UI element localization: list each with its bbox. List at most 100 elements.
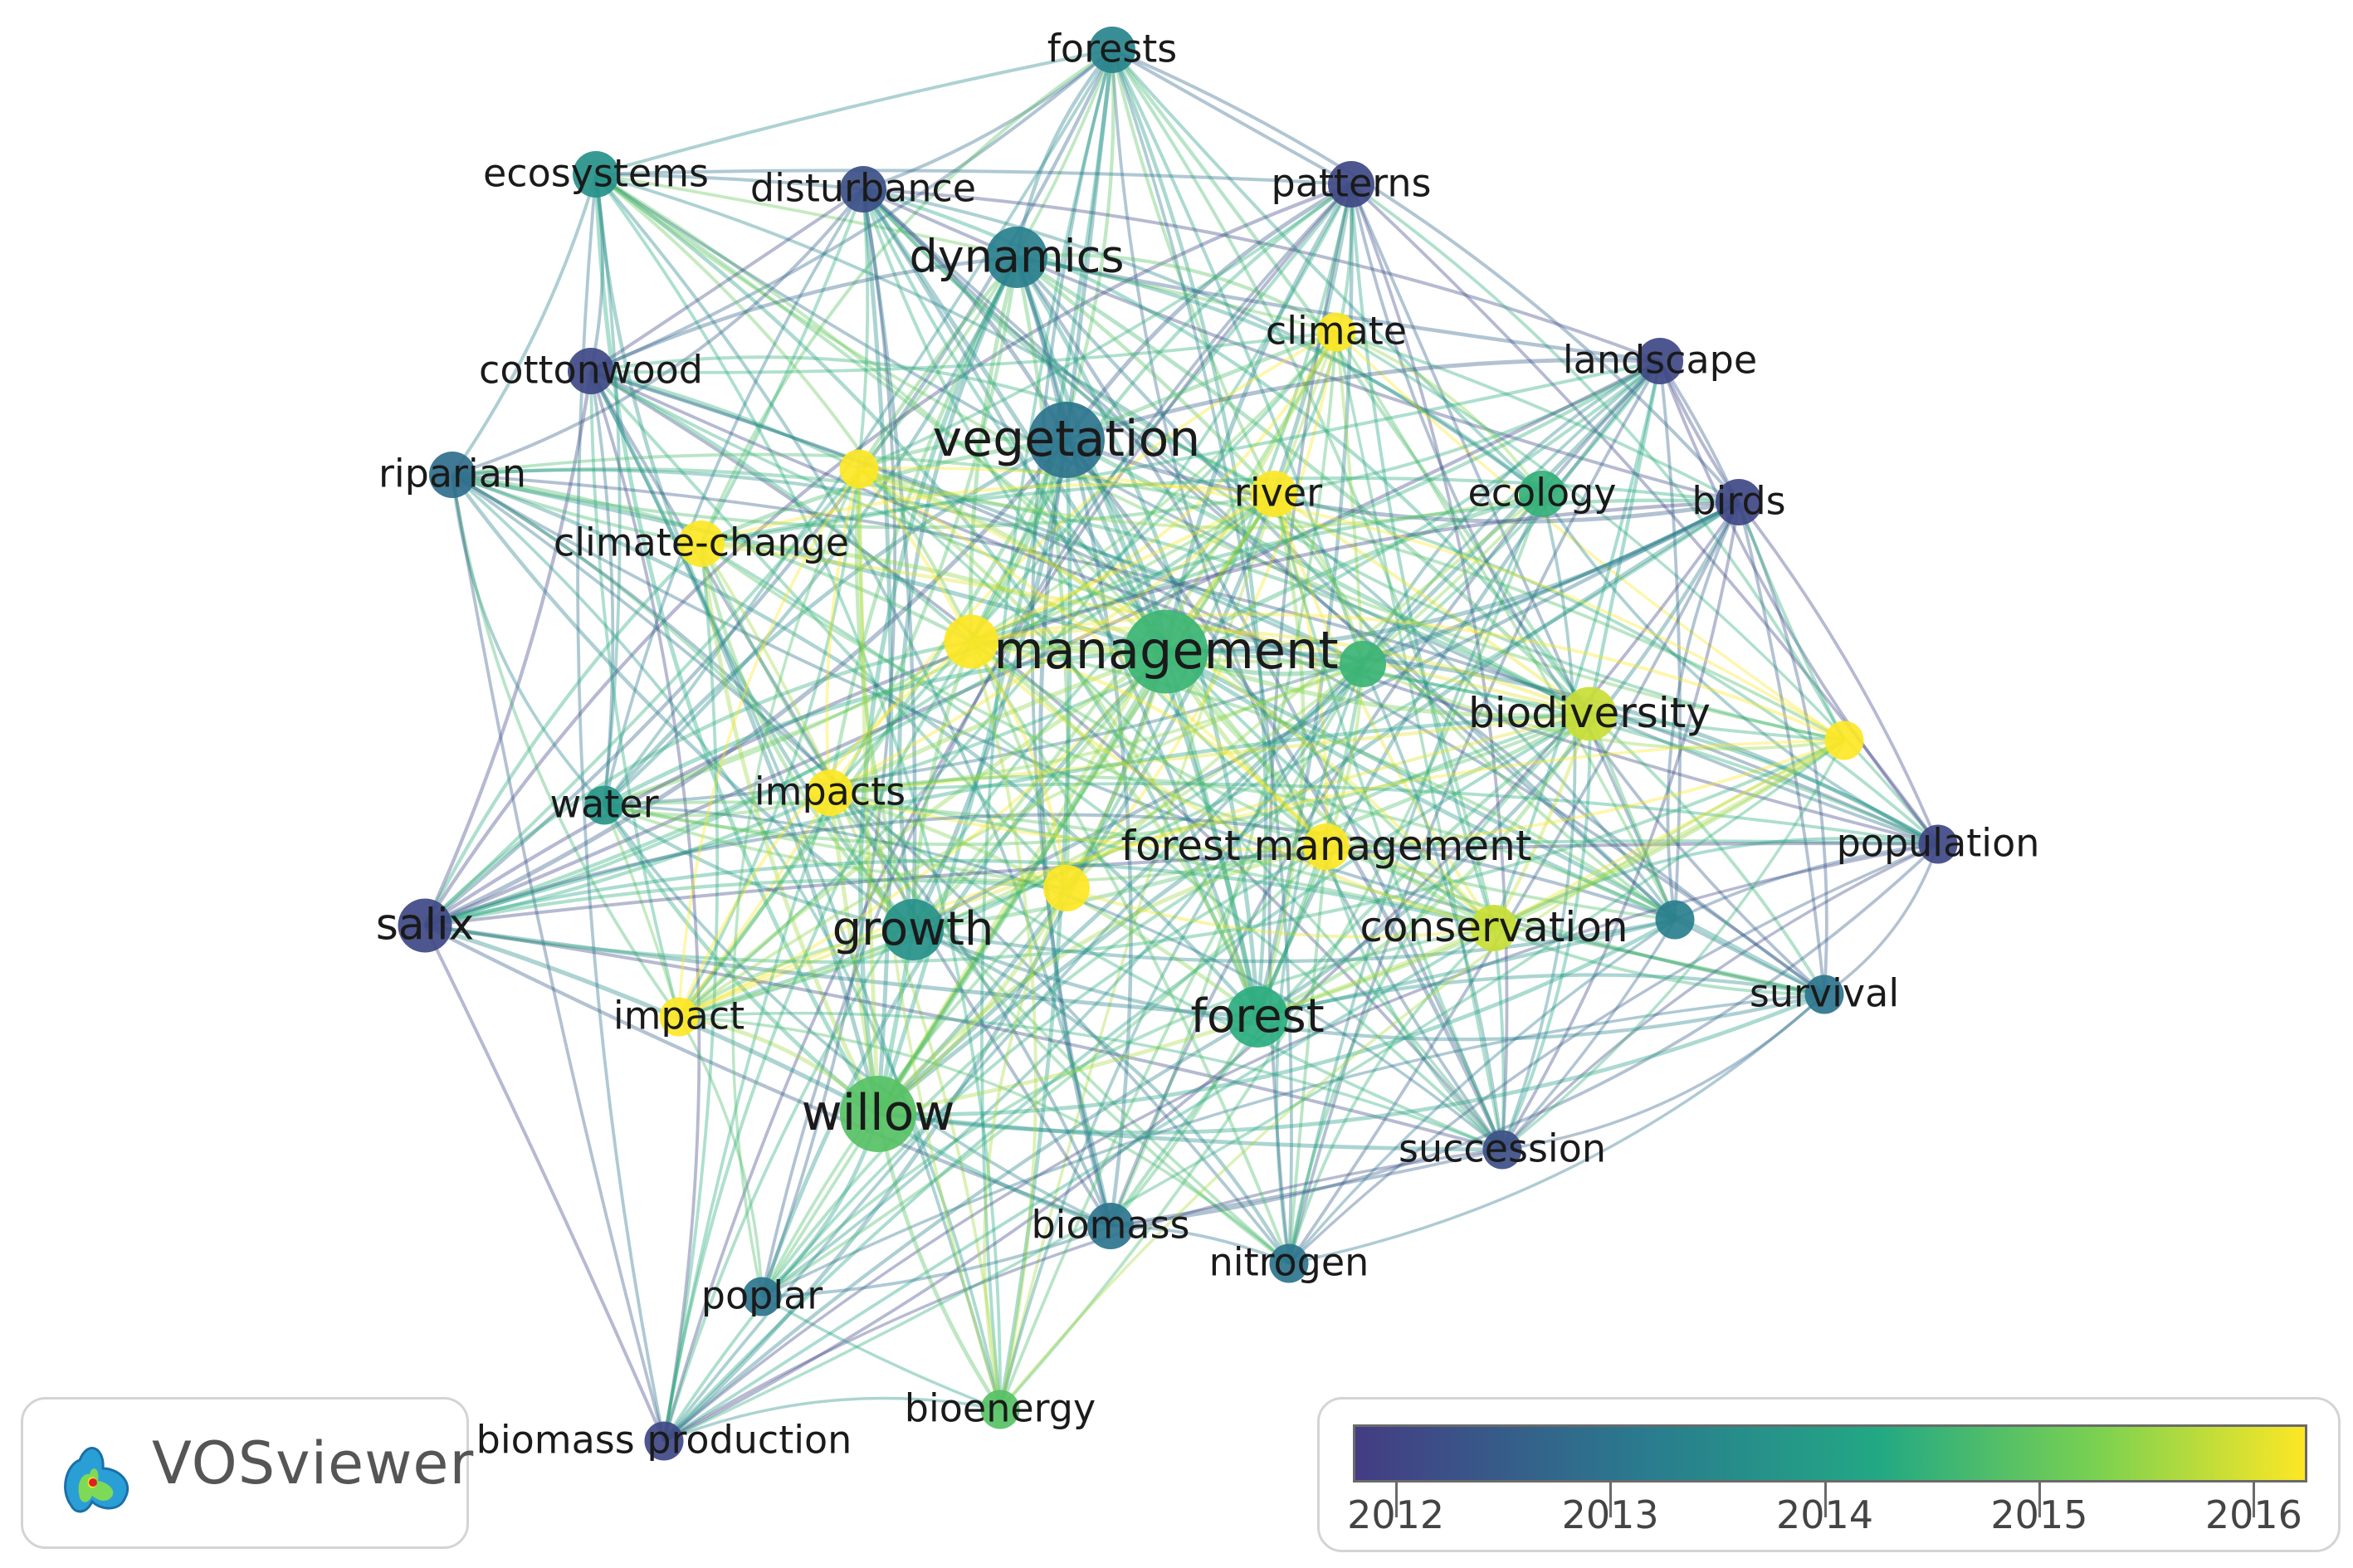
- label-biomass[interactable]: biomass: [1031, 1203, 1189, 1248]
- node-climate-change[interactable]: [678, 520, 725, 567]
- label-cottonwood[interactable]: cottonwood: [479, 348, 703, 393]
- node-u6[interactable]: [1655, 900, 1695, 940]
- link-willow-u6: [877, 917, 1677, 1117]
- node-poplar[interactable]: [742, 1277, 782, 1316]
- node-disturbance[interactable]: [840, 166, 886, 212]
- link-forest-survival: [1257, 973, 1825, 1019]
- node-dynamics[interactable]: [986, 227, 1047, 288]
- node-growth[interactable]: [882, 899, 944, 960]
- link-disturbance-survival: [862, 188, 1826, 996]
- node-vegetation[interactable]: [1028, 402, 1105, 478]
- node-impact[interactable]: [659, 997, 699, 1037]
- label-forest[interactable]: forest: [1190, 989, 1324, 1043]
- node-willow[interactable]: [840, 1076, 916, 1152]
- node-water[interactable]: [584, 785, 624, 825]
- node-salix[interactable]: [398, 898, 452, 953]
- link-forests-nitrogen: [1111, 49, 1293, 1264]
- legend-tick-label: 2016: [2204, 1492, 2302, 1537]
- link-cottonwood-willow: [588, 369, 881, 1115]
- node-birds[interactable]: [1716, 479, 1762, 525]
- label-conservation[interactable]: conservation: [1360, 903, 1628, 951]
- label-birds[interactable]: birds: [1692, 479, 1785, 524]
- node-landscape[interactable]: [1637, 338, 1683, 384]
- label-population[interactable]: population: [1837, 821, 2040, 866]
- node-u1[interactable]: [839, 449, 879, 489]
- label-patterns[interactable]: patterns: [1272, 161, 1432, 206]
- link-willow-bioenergy: [876, 1113, 1003, 1411]
- node-survival[interactable]: [1804, 975, 1844, 1014]
- node-population[interactable]: [1918, 824, 1958, 864]
- label-forest-management[interactable]: forest management: [1121, 822, 1532, 870]
- label-impacts[interactable]: impacts: [754, 769, 906, 814]
- node-succession[interactable]: [1482, 1130, 1522, 1170]
- link-cottonwood-u5: [589, 369, 1068, 890]
- label-willow[interactable]: willow: [802, 1084, 955, 1142]
- link-cottonwood-population: [590, 369, 1939, 846]
- node-biodiversity[interactable]: [1562, 686, 1617, 741]
- link-conservation-biomass-production: [662, 926, 1495, 1443]
- node-conservation[interactable]: [1471, 905, 1517, 951]
- label-survival[interactable]: survival: [1750, 971, 1899, 1016]
- link-dynamics-climate: [1016, 253, 1338, 334]
- node-bioenergy[interactable]: [980, 1390, 1020, 1429]
- link-climate-willow: [876, 330, 1339, 1116]
- node-management[interactable]: [1124, 609, 1208, 694]
- node-cottonwood[interactable]: [568, 348, 614, 394]
- link-vegetation-birds: [1066, 437, 1740, 524]
- node-biomass-production[interactable]: [644, 1421, 684, 1461]
- label-biomass-production[interactable]: biomass production: [476, 1418, 852, 1463]
- node-u2[interactable]: [944, 614, 998, 669]
- link-forests-disturbance: [862, 48, 1114, 191]
- legend-tick-mark: [2038, 1483, 2041, 1517]
- node-biomass[interactable]: [1087, 1203, 1134, 1249]
- link-management-population: [1165, 648, 1940, 847]
- label-disturbance[interactable]: disturbance: [750, 166, 976, 211]
- label-management[interactable]: management: [993, 620, 1338, 681]
- link-forest-management-conservation: [1325, 845, 1496, 930]
- node-ecosystems[interactable]: [573, 151, 619, 198]
- node-riparian[interactable]: [429, 452, 476, 498]
- link-patterns-u2: [969, 183, 1353, 642]
- label-nitrogen[interactable]: nitrogen: [1209, 1240, 1369, 1285]
- label-ecosystems[interactable]: ecosystems: [483, 151, 709, 196]
- label-riparian[interactable]: riparian: [378, 452, 526, 496]
- label-dynamics[interactable]: dynamics: [910, 230, 1125, 282]
- node-u5[interactable]: [1043, 865, 1090, 911]
- label-poplar[interactable]: poplar: [701, 1273, 823, 1318]
- label-climate[interactable]: climate: [1266, 309, 1407, 354]
- node-u3[interactable]: [1340, 641, 1386, 687]
- link-biodiversity-population: [1589, 712, 1940, 846]
- link-disturbance-willow: [861, 188, 894, 1115]
- label-ecology[interactable]: ecology: [1467, 471, 1616, 515]
- link-forests-u2: [969, 49, 1115, 643]
- label-growth[interactable]: growth: [832, 902, 994, 956]
- node-forests[interactable]: [1089, 27, 1135, 73]
- node-nitrogen[interactable]: [1269, 1243, 1309, 1283]
- node-forest[interactable]: [1227, 986, 1288, 1048]
- label-impact[interactable]: impact: [613, 994, 744, 1038]
- label-forests[interactable]: forests: [1047, 27, 1178, 71]
- node-ecology[interactable]: [1519, 471, 1565, 517]
- link-biodiversity-salix: [424, 711, 1590, 928]
- node-river[interactable]: [1251, 471, 1297, 517]
- label-bioenergy[interactable]: bioenergy: [905, 1386, 1096, 1431]
- node-impacts[interactable]: [807, 769, 853, 816]
- node-forest-management[interactable]: [1303, 823, 1350, 870]
- label-landscape[interactable]: landscape: [1563, 338, 1757, 383]
- node-u4[interactable]: [1824, 720, 1864, 760]
- label-succession[interactable]: succession: [1399, 1126, 1606, 1171]
- legend-gradient-bar: [1353, 1424, 2307, 1483]
- node-patterns[interactable]: [1328, 161, 1374, 208]
- link-vegetation-growth: [910, 439, 1069, 931]
- label-climate-change[interactable]: climate-change: [554, 520, 849, 565]
- label-water[interactable]: water: [549, 782, 658, 827]
- label-biodiversity[interactable]: biodiversity: [1468, 689, 1711, 737]
- link-dynamics-u2: [969, 256, 1019, 642]
- node-climate[interactable]: [1316, 312, 1356, 352]
- label-salix[interactable]: salix: [376, 901, 475, 950]
- label-river[interactable]: river: [1234, 471, 1322, 515]
- link-disturbance-birds: [862, 188, 1740, 504]
- label-vegetation[interactable]: vegetation: [933, 410, 1201, 468]
